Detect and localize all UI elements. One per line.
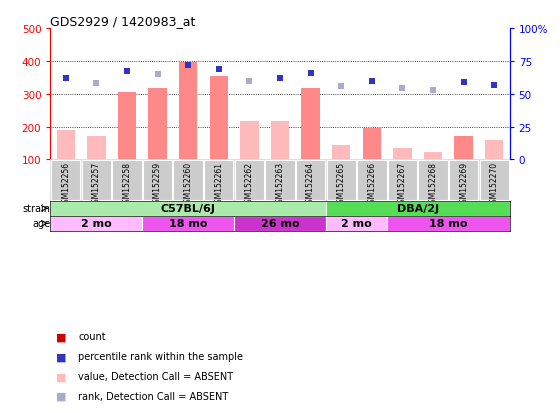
Bar (240, 121, 259, 160)
Bar (179, 63, 197, 160)
Text: GSM152262: GSM152262 (245, 161, 254, 207)
Text: 18 mo: 18 mo (169, 219, 207, 229)
Text: strain: strain (22, 204, 50, 214)
Bar (485, 140, 503, 160)
FancyBboxPatch shape (50, 202, 326, 216)
Text: GSM152268: GSM152268 (428, 161, 437, 207)
Bar (148, 89, 167, 160)
Text: rank, Detection Call = ABSENT: rank, Detection Call = ABSENT (78, 391, 228, 401)
Text: GSM152261: GSM152261 (214, 161, 223, 207)
FancyBboxPatch shape (326, 216, 387, 231)
FancyBboxPatch shape (142, 216, 234, 231)
FancyBboxPatch shape (50, 216, 142, 231)
FancyBboxPatch shape (112, 161, 142, 201)
Text: ■: ■ (56, 371, 67, 381)
Bar (301, 89, 320, 160)
FancyBboxPatch shape (143, 161, 172, 201)
Text: 2 mo: 2 mo (81, 219, 111, 229)
FancyBboxPatch shape (234, 216, 326, 231)
Bar (57, 131, 75, 160)
FancyBboxPatch shape (174, 161, 203, 201)
Text: age: age (32, 219, 50, 229)
Text: GSM152256: GSM152256 (61, 161, 70, 207)
Text: 18 mo: 18 mo (429, 219, 468, 229)
Text: ■: ■ (56, 391, 67, 401)
Text: GSM152270: GSM152270 (490, 161, 499, 207)
Bar (271, 122, 289, 160)
Text: GSM152260: GSM152260 (184, 161, 193, 207)
Bar (363, 129, 381, 160)
Text: GSM152259: GSM152259 (153, 161, 162, 207)
Text: C57BL/6J: C57BL/6J (161, 204, 216, 214)
FancyBboxPatch shape (479, 161, 509, 201)
Bar (455, 136, 473, 160)
Text: 2 mo: 2 mo (341, 219, 372, 229)
FancyBboxPatch shape (418, 161, 448, 201)
FancyBboxPatch shape (388, 161, 417, 201)
FancyBboxPatch shape (265, 161, 295, 201)
Text: DBA/2J: DBA/2J (396, 204, 439, 214)
Text: GSM152269: GSM152269 (459, 161, 468, 207)
FancyBboxPatch shape (82, 161, 111, 201)
Text: 26 mo: 26 mo (261, 219, 299, 229)
Text: percentile rank within the sample: percentile rank within the sample (78, 351, 244, 361)
Text: ■: ■ (56, 332, 67, 342)
Text: GSM152264: GSM152264 (306, 161, 315, 207)
FancyBboxPatch shape (51, 161, 81, 201)
Bar (209, 76, 228, 160)
Text: count: count (78, 332, 106, 342)
FancyBboxPatch shape (326, 161, 356, 201)
FancyBboxPatch shape (387, 216, 510, 231)
FancyBboxPatch shape (449, 161, 478, 201)
Text: ■: ■ (56, 351, 67, 361)
Bar (87, 137, 105, 160)
Text: GSM152267: GSM152267 (398, 161, 407, 207)
Bar (424, 153, 442, 160)
Text: GDS2929 / 1420983_at: GDS2929 / 1420983_at (50, 15, 196, 28)
Text: GSM152258: GSM152258 (123, 161, 132, 207)
Text: GSM152266: GSM152266 (367, 161, 376, 207)
Text: GSM152265: GSM152265 (337, 161, 346, 207)
FancyBboxPatch shape (204, 161, 234, 201)
FancyBboxPatch shape (326, 202, 510, 216)
Bar (118, 93, 136, 160)
Bar (332, 145, 351, 160)
Text: GSM152263: GSM152263 (276, 161, 284, 207)
Text: value, Detection Call = ABSENT: value, Detection Call = ABSENT (78, 371, 234, 381)
FancyBboxPatch shape (235, 161, 264, 201)
FancyBboxPatch shape (296, 161, 325, 201)
FancyBboxPatch shape (357, 161, 386, 201)
Text: GSM152257: GSM152257 (92, 161, 101, 207)
Bar (393, 149, 412, 160)
